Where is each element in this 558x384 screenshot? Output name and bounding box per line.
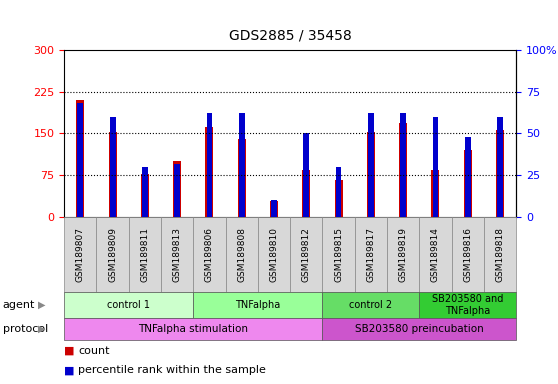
Text: GSM189812: GSM189812 <box>302 227 311 282</box>
Bar <box>323 217 355 292</box>
Bar <box>336 167 341 217</box>
Bar <box>387 217 419 292</box>
Text: agent: agent <box>3 300 35 310</box>
Text: count: count <box>78 346 109 356</box>
Text: ▶: ▶ <box>38 300 45 310</box>
Text: TNFalpha: TNFalpha <box>235 300 281 310</box>
Text: GSM189818: GSM189818 <box>496 227 504 282</box>
Bar <box>76 100 84 217</box>
Bar <box>206 113 213 217</box>
Bar <box>270 201 278 217</box>
Text: control 1: control 1 <box>107 300 150 310</box>
Text: GSM189806: GSM189806 <box>205 227 214 282</box>
Bar <box>193 217 225 292</box>
Text: ▶: ▶ <box>38 324 45 334</box>
Bar <box>419 292 516 318</box>
Bar <box>335 180 343 217</box>
Bar <box>302 170 310 217</box>
Bar <box>193 292 323 318</box>
Bar <box>78 103 83 217</box>
Text: TNFalpha stimulation: TNFalpha stimulation <box>138 324 248 334</box>
Bar <box>464 150 472 217</box>
Bar <box>368 113 374 217</box>
Bar <box>97 217 129 292</box>
Text: percentile rank within the sample: percentile rank within the sample <box>78 365 266 375</box>
Bar <box>419 217 451 292</box>
Bar <box>64 217 97 292</box>
Text: GSM189810: GSM189810 <box>270 227 278 282</box>
Bar <box>238 139 246 217</box>
Bar <box>432 117 439 217</box>
Bar <box>225 217 258 292</box>
Text: control 2: control 2 <box>349 300 392 310</box>
Bar <box>323 318 516 340</box>
Bar <box>271 200 277 217</box>
Bar <box>129 217 161 292</box>
Bar <box>451 217 484 292</box>
Text: GSM189809: GSM189809 <box>108 227 117 282</box>
Bar <box>399 123 407 217</box>
Bar <box>173 161 181 217</box>
Bar <box>64 318 323 340</box>
Text: GDS2885 / 35458: GDS2885 / 35458 <box>229 28 352 42</box>
Bar <box>64 292 193 318</box>
Text: GSM189819: GSM189819 <box>398 227 408 282</box>
Bar <box>367 132 375 217</box>
Bar <box>239 113 244 217</box>
Text: GSM189814: GSM189814 <box>431 227 440 282</box>
Text: GSM189815: GSM189815 <box>334 227 343 282</box>
Bar <box>161 217 193 292</box>
Text: GSM189807: GSM189807 <box>76 227 85 282</box>
Bar <box>496 129 504 217</box>
Text: ■: ■ <box>64 346 75 356</box>
Bar <box>109 132 117 217</box>
Bar <box>497 117 503 217</box>
Bar <box>484 217 516 292</box>
Text: GSM189817: GSM189817 <box>367 227 376 282</box>
Bar <box>431 170 440 217</box>
Bar <box>465 137 470 217</box>
Bar <box>142 167 148 217</box>
Text: GSM189816: GSM189816 <box>463 227 472 282</box>
Bar <box>304 134 309 217</box>
Bar <box>141 174 149 217</box>
Bar <box>258 217 290 292</box>
Bar <box>400 113 406 217</box>
Bar <box>110 117 116 217</box>
Text: GSM189813: GSM189813 <box>172 227 182 282</box>
Text: protocol: protocol <box>3 324 48 334</box>
Text: GSM189811: GSM189811 <box>141 227 150 282</box>
Bar <box>323 292 419 318</box>
Bar <box>174 164 180 217</box>
Text: SB203580 and
TNFalpha: SB203580 and TNFalpha <box>432 294 503 316</box>
Text: ■: ■ <box>64 365 75 375</box>
Text: GSM189808: GSM189808 <box>237 227 246 282</box>
Bar <box>355 217 387 292</box>
Bar <box>205 127 214 217</box>
Bar <box>290 217 323 292</box>
Text: SB203580 preincubation: SB203580 preincubation <box>355 324 484 334</box>
